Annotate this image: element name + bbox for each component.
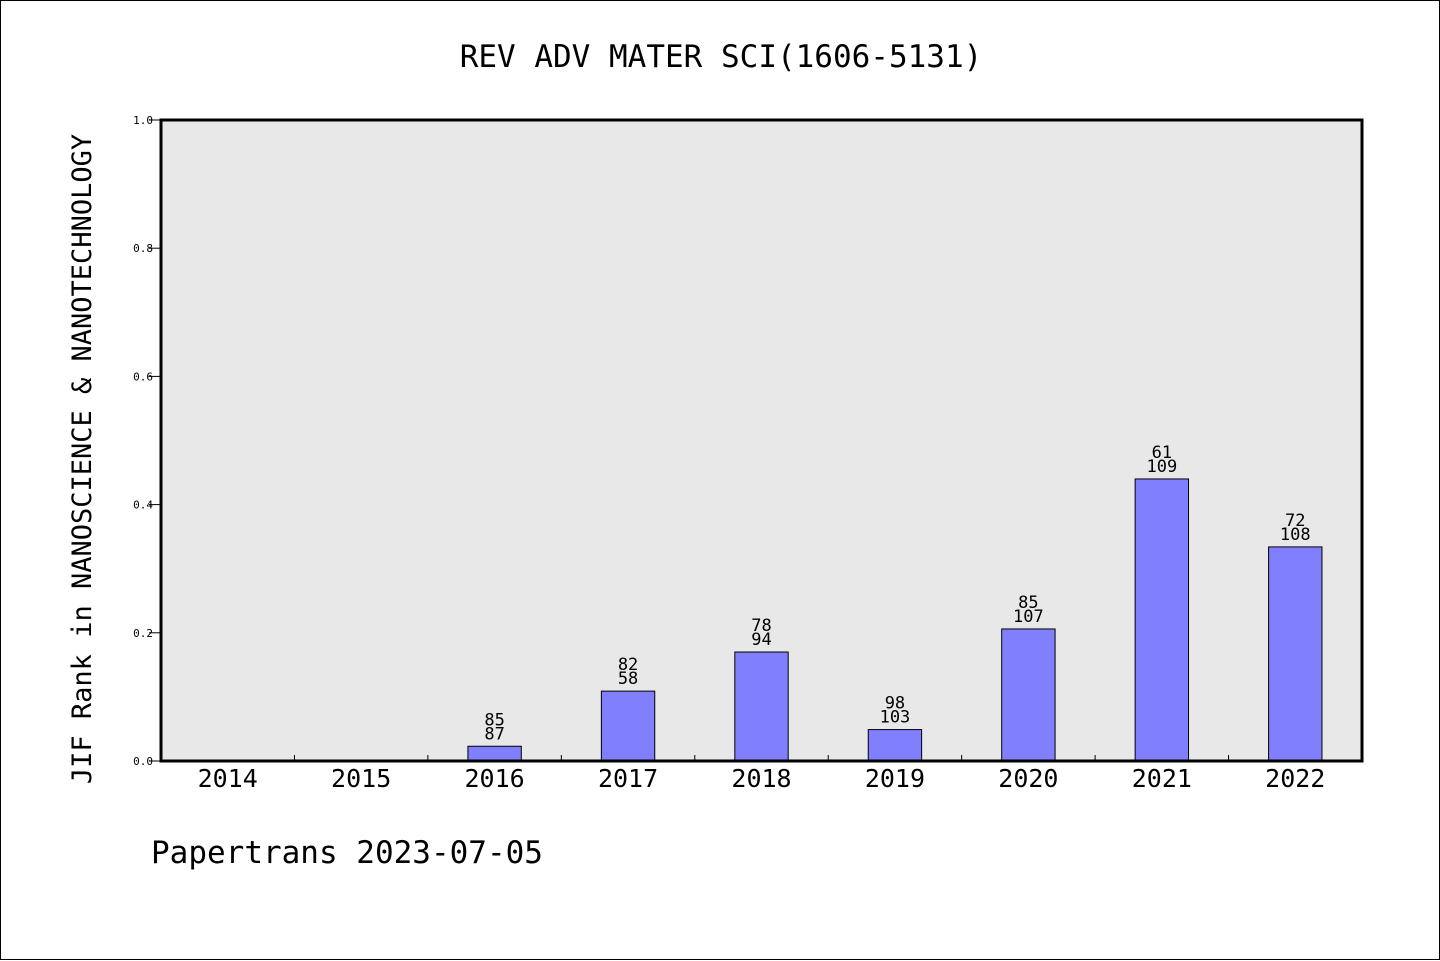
bar-series [467,478,1323,762]
bar [1268,546,1323,762]
y-tick-label: 0.4 [133,499,153,512]
x-tick-label: 2015 [331,764,391,793]
bar [1001,628,1056,762]
bar [600,690,656,762]
bar [867,729,923,762]
y-tick-label: 0.8 [133,242,153,255]
x-tick-label: 2017 [598,764,658,793]
bar-total-label: 58 [618,669,638,689]
y-tick-label: 0.2 [133,627,153,640]
bar-total-label: 94 [751,630,771,650]
bar-rank-label: 61 [1152,443,1172,463]
x-tick-label: 2020 [998,764,1058,793]
bar-total-label: 109 [1146,457,1177,477]
y-tick-label: 0.6 [133,370,153,383]
x-tick-label: 2019 [865,764,925,793]
bar [734,651,789,762]
footer-credit: Papertrans 2023-07-05 [151,835,543,871]
bar-rank-label: 78 [751,616,771,636]
chart-title: REV ADV MATER SCI(1606-5131) [460,39,983,75]
y-axis-ticks: 0.0 0.2 0.4 0.6 0.8 1.0 [133,114,161,768]
bar-rank-label: 85 [1018,593,1038,613]
bar-rank-label: 85 [484,710,504,730]
y-axis-label: JIF Rank in NANOSCIENCE & NANOTECHNOLOGY [67,134,98,784]
x-tick-label: 2018 [731,764,791,793]
bar-rank-label: 82 [618,655,638,675]
x-tick-label: 2021 [1132,764,1192,793]
bar-total-label: 87 [484,724,504,744]
x-axis-ticks: 2014 2015 2016 2017 2018 2019 2020 2021 2022 [198,755,1325,793]
bar-rank-label: 98 [885,694,905,714]
bar [467,745,522,762]
bar-total-label: 107 [1013,607,1044,627]
bar-rank-label: 72 [1285,511,1305,531]
bar-total-label: 103 [880,708,911,728]
bar [1134,478,1190,762]
x-tick-label: 2022 [1265,764,1325,793]
bar-total-label: 108 [1280,525,1311,545]
y-tick-label: 0.0 [133,755,153,768]
x-tick-label: 2016 [465,764,525,793]
x-tick-label: 2014 [198,764,258,793]
y-tick-label: 1.0 [133,114,153,127]
plot-border [159,118,1364,763]
